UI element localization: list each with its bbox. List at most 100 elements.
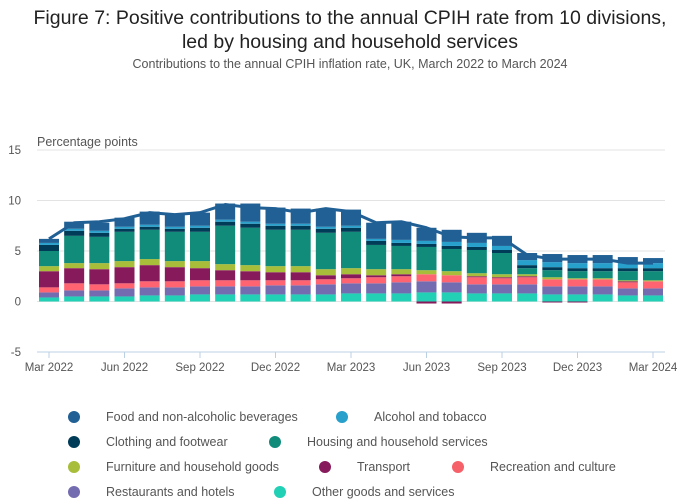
bar-segment: [617, 282, 638, 289]
bar-segment: [391, 274, 412, 277]
bar-segment: [190, 225, 210, 228]
bar-segment: [617, 288, 638, 296]
legend-item-alcohol[interactable]: Alcohol and tobacco: [336, 410, 487, 424]
bar-segment: [567, 268, 588, 272]
bar-segment: [139, 259, 160, 266]
bar-segment: [391, 239, 412, 243]
bar-segment: [466, 249, 487, 274]
legend-item-restaurants[interactable]: Restaurants and hotels: [68, 485, 235, 499]
bar-segment: [89, 232, 110, 237]
bar-segment: [567, 286, 588, 295]
bar-segment: [542, 301, 563, 303]
chart-subtitle: Contributions to the annual CPIH inflati…: [132, 57, 568, 71]
bar-segment: [567, 301, 588, 303]
bar-segment: [441, 282, 462, 293]
bar-segment: [290, 294, 311, 302]
bar-segment: [190, 286, 210, 295]
bar-segment: [643, 281, 663, 289]
bar-segment: [517, 265, 538, 269]
bar-segment: [466, 246, 487, 250]
bar-segment: [265, 266, 286, 273]
legend-label: Clothing and footwear: [106, 435, 228, 449]
bar-segment: [164, 213, 185, 227]
bar-segment: [366, 240, 387, 245]
bar-segment: [341, 225, 361, 228]
bar-segment: [290, 272, 311, 281]
y-tick-label: 10: [8, 196, 21, 208]
bar-segment: [643, 258, 663, 264]
bar-segment: [315, 279, 336, 285]
x-tick-label: Sep 2022: [175, 362, 224, 374]
bar-segment: [190, 231, 210, 262]
bar-segment: [265, 280, 286, 286]
legend-item-food[interactable]: Food and non-alcoholic beverages: [68, 410, 298, 424]
bar-segment: [341, 268, 361, 275]
bar-segment: [240, 280, 261, 287]
legend-item-clothing[interactable]: Clothing and footwear: [68, 435, 228, 449]
chart-title-line-1: Figure 7: Positive contributions to the …: [33, 7, 667, 29]
bar-segment: [139, 265, 160, 282]
bar-segment: [215, 219, 236, 222]
bar-segment: [139, 295, 160, 302]
bar-segment: [190, 268, 210, 281]
bar-segment: [517, 293, 538, 302]
bar-segment: [617, 295, 638, 302]
bar-segment: [542, 294, 563, 302]
bar-segment: [114, 228, 135, 232]
bar-segment: [617, 280, 638, 282]
legend-label: Restaurants and hotels: [106, 485, 235, 499]
bar-segment: [190, 212, 210, 226]
legend-item-housing[interactable]: Housing and household services: [269, 435, 488, 449]
bar-segment: [315, 208, 336, 227]
bar-segment: [89, 236, 110, 264]
bar-segment: [492, 284, 512, 294]
bar-segment: [240, 294, 261, 302]
bar-segment: [416, 292, 437, 302]
bar-segment: [240, 286, 261, 295]
y-tick-label: 5: [15, 246, 21, 258]
bar-segment: [466, 284, 487, 294]
bar-segment: [617, 257, 638, 264]
bar-segment: [139, 226, 160, 230]
bar-segment: [441, 245, 462, 249]
bar-segment: [542, 286, 563, 295]
bar-segment: [265, 223, 286, 226]
bar-segment: [265, 285, 286, 295]
legend-dot-restaurants-icon: [68, 486, 80, 498]
bar-segment: [542, 262, 563, 268]
bar-segment: [315, 232, 336, 270]
bar-segment: [592, 294, 613, 302]
bar-segment: [517, 277, 538, 285]
bar-segment: [315, 294, 336, 302]
bar-segment: [492, 277, 512, 279]
bar-segment: [114, 283, 135, 289]
legend-dot-recreation-icon: [452, 461, 464, 473]
bar-segment: [315, 284, 336, 295]
legend-item-furniture[interactable]: Furniture and household goods: [68, 460, 279, 474]
bar-segment: [164, 287, 185, 296]
bar-segment: [416, 240, 437, 244]
legend-item-transport[interactable]: Transport: [319, 460, 410, 474]
bar-segment: [215, 264, 236, 271]
bar-segment: [240, 223, 261, 228]
bar-segment: [492, 293, 512, 302]
bar-segment: [441, 301, 462, 304]
bar-segment: [517, 268, 538, 275]
bar-segment: [215, 225, 236, 265]
bar-segment: [466, 276, 487, 278]
bar-segment: [39, 292, 59, 298]
y-axis-label: Percentage points: [37, 135, 138, 149]
bar-segment: [290, 266, 311, 273]
bar-segment: [617, 281, 638, 283]
bar-segment: [416, 274, 437, 282]
bar-segment: [290, 225, 311, 230]
bar-segment: [315, 275, 336, 280]
bar-segment: [366, 277, 387, 284]
bar-segment: [265, 225, 286, 230]
legend-item-recreation[interactable]: Recreation and culture: [452, 460, 616, 474]
x-tick-label: Sep 2023: [477, 362, 526, 374]
legend-dot-alcohol-icon: [336, 411, 348, 423]
legend-item-other[interactable]: Other goods and services: [274, 485, 454, 499]
bar-segment: [89, 284, 110, 291]
bar-segment: [391, 221, 412, 240]
